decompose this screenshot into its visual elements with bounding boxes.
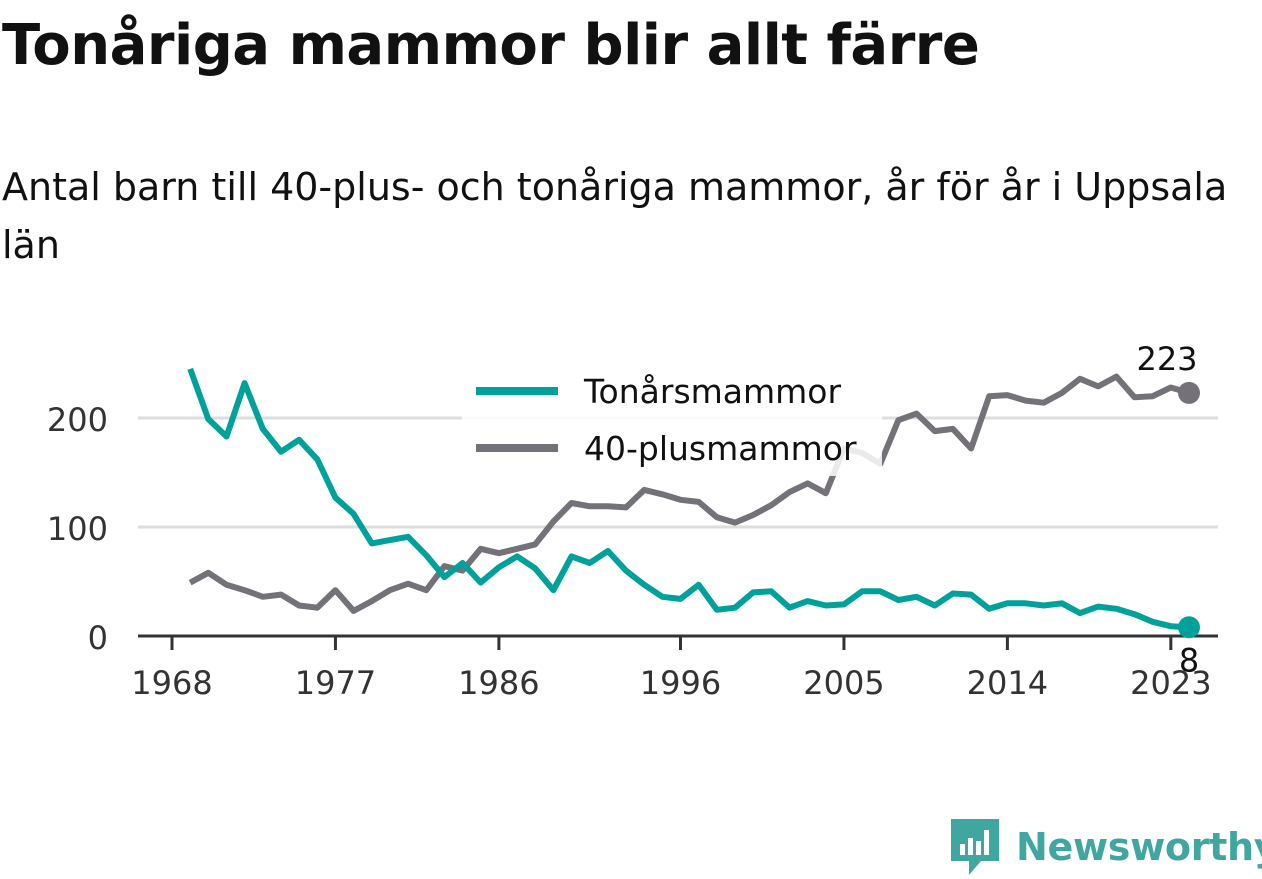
legend-label: Tonårsmammor [583,372,841,411]
x-tick-label: 1996 [640,664,721,702]
end-marker [1178,616,1200,639]
y-tick-label: 100 [47,510,108,548]
newsworthy-logo-icon [951,819,999,875]
series-line-teen-mothers [187,367,1190,631]
series-line-forty-plus-mothers [188,373,1190,614]
brand-name: Newsworthy [1016,825,1262,869]
x-tick-label: 1977 [295,664,376,702]
x-tick-label: 1986 [458,664,539,702]
y-tick-label: 0 [88,619,108,657]
legend-label: 40-plusmammor [584,429,857,468]
end-marker [1178,381,1200,404]
x-tick-label: 2005 [803,664,884,702]
chart-subtitle: Antal barn till 40-plus- och tonåriga ma… [2,165,1228,267]
y-tick-label: 200 [47,401,108,439]
newsworthy-brand: Newsworthy [948,816,1262,878]
y-axis: 0 100 200 [47,401,108,657]
x-tick-label: 2023 [1130,664,1211,702]
chart-title: Tonåriga mammor blir allt färre [2,13,980,78]
x-axis: 1968 1977 1986 1996 2005 2014 2023 [131,634,1218,702]
end-label-forty-plus: 223 [1136,340,1197,378]
x-tick-label: 1968 [131,664,212,702]
legend: Tonårsmammor 40-plusmammor [462,364,882,476]
end-labels: 8 223 [1136,340,1200,679]
series-lines [187,367,1190,631]
end-label-teen: 8 [1179,641,1199,679]
x-tick-label: 2014 [967,664,1048,702]
legend-background [462,364,882,476]
